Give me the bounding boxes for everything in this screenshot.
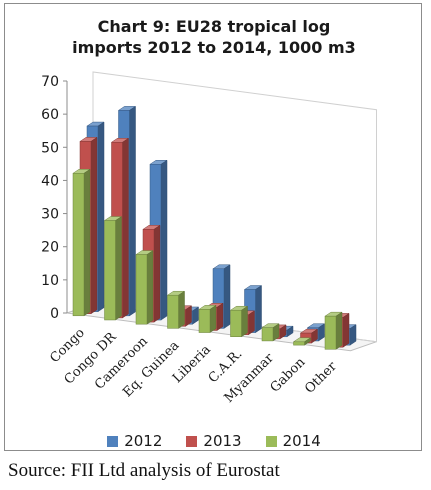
chart-title-line-2: imports 2012 to 2014, 1000 m3 [72, 38, 356, 57]
y-tick-label-30: 30 [41, 207, 59, 223]
y-tick-label-40: 40 [41, 173, 59, 189]
legend-label-2012: 2012 [124, 432, 163, 450]
bar-2014-gabon [292, 337, 312, 346]
bar-2014-myanmar [261, 323, 280, 342]
bar-2014-other-side [335, 311, 343, 350]
bar-2014-c-a-r--front [230, 309, 242, 337]
y-tick-label-60: 60 [41, 107, 59, 123]
bar-2014-cameroon [135, 250, 154, 325]
chart-title: Chart 9: EU28 tropical log imports 2012 … [5, 16, 423, 58]
bar-2014-other [324, 311, 343, 350]
bar-2014-c-a-r- [229, 305, 249, 338]
bar-2014-c-a-r--side [241, 305, 248, 338]
legend-label-2013: 2013 [203, 432, 242, 450]
bar-2014-other-front [324, 315, 337, 350]
y-tick-label-0: 0 [50, 306, 59, 322]
chart-legend: 2012 2013 2014 [5, 432, 423, 450]
y-tick-label-10: 10 [41, 273, 59, 289]
bar-2012-cameroon-side [160, 159, 168, 321]
legend-swatch-2012 [107, 435, 119, 447]
bar-2014-cameroon-side [146, 250, 154, 325]
bar-2013-cameroon-side [153, 224, 161, 323]
bar-2013-c-a-r--side [248, 310, 255, 336]
bar-2014-gabon-front [293, 341, 305, 346]
y-tick-label-50: 50 [41, 140, 59, 156]
legend-swatch-2013 [186, 435, 198, 447]
legend-item-2014: 2014 [265, 432, 321, 450]
source-note: Source: FII Ltd analysis of Eurostat [8, 460, 280, 481]
bar-2013-congo-side [90, 136, 98, 315]
bar-2014-congo-dr-front [104, 220, 116, 321]
bar-2014-cameroon-front [135, 254, 148, 325]
bar-2012-c-a-r--side [255, 285, 262, 334]
bar-2013-liberia-side [216, 302, 224, 331]
y-tick-label-20: 20 [41, 240, 59, 256]
bar-2013-other-side [342, 312, 350, 348]
bar-2014-congo-dr-side [115, 216, 122, 321]
x-tick-label-other: Other [302, 359, 340, 397]
bar-2014-eq-guinea-front [167, 294, 179, 329]
legend-swatch-2014 [265, 435, 277, 447]
bar-2014-liberia-side [209, 304, 217, 334]
bar-2012-liberia-side [223, 264, 231, 329]
bar-2014-liberia [198, 304, 217, 334]
bar-2014-congo-front [72, 173, 85, 317]
bar-2014-eq-guinea [166, 290, 186, 329]
bar-2013-congo-dr-side [122, 137, 129, 319]
bar-2014-liberia-front [198, 309, 211, 333]
chart-frame: Chart 9: EU28 tropical log imports 2012 … [4, 3, 422, 451]
bar-2012-congo-side [97, 121, 105, 313]
bar-2014-congo [72, 168, 91, 317]
bar-2014-congo-side [83, 168, 91, 317]
chart-title-line-1: Chart 9: EU28 tropical log [97, 17, 331, 36]
legend-item-2012: 2012 [107, 432, 162, 450]
legend-label-2014: 2014 [282, 432, 321, 450]
y-tick-label-70: 70 [41, 74, 59, 90]
bar-2012-congo-dr-side [129, 105, 136, 317]
bar-2014-eq-guinea-side [178, 290, 185, 329]
legend-item-2013: 2013 [186, 432, 242, 450]
bar-2014-myanmar-front [261, 327, 274, 342]
bar-2014-congo-dr [103, 216, 123, 321]
